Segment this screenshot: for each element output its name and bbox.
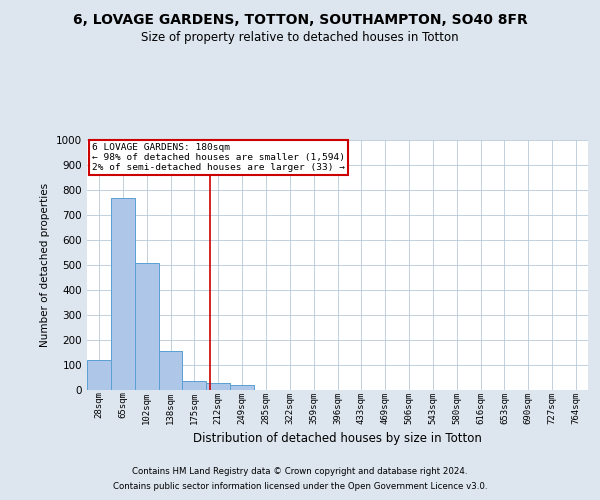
Bar (182, 381, 206, 390)
Bar (87, 360, 111, 390)
X-axis label: Distribution of detached houses by size in Totton: Distribution of detached houses by size … (193, 432, 482, 445)
Text: 6 LOVAGE GARDENS: 180sqm
← 98% of detached houses are smaller (1,594)
2% of semi: 6 LOVAGE GARDENS: 180sqm ← 98% of detach… (92, 142, 345, 172)
Bar (158, 351, 182, 390)
Text: 6, LOVAGE GARDENS, TOTTON, SOUTHAMPTON, SO40 8FR: 6, LOVAGE GARDENS, TOTTON, SOUTHAMPTON, … (73, 12, 527, 26)
Text: Size of property relative to detached houses in Totton: Size of property relative to detached ho… (141, 31, 459, 44)
Text: Contains public sector information licensed under the Open Government Licence v3: Contains public sector information licen… (113, 482, 487, 491)
Y-axis label: Number of detached properties: Number of detached properties (40, 183, 50, 347)
Bar (206, 382, 230, 390)
Bar (230, 385, 254, 390)
Bar (135, 262, 158, 390)
Bar (111, 198, 135, 390)
Text: Contains HM Land Registry data © Crown copyright and database right 2024.: Contains HM Land Registry data © Crown c… (132, 467, 468, 476)
